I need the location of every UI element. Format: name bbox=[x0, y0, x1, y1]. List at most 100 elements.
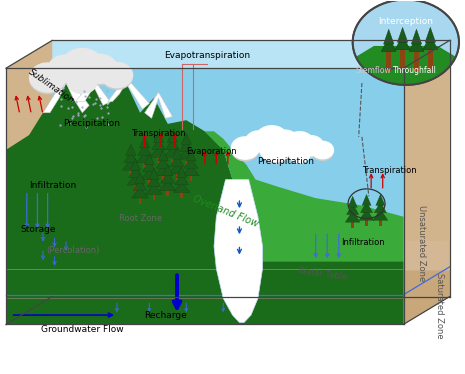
Polygon shape bbox=[178, 148, 194, 159]
Polygon shape bbox=[414, 46, 419, 72]
Polygon shape bbox=[122, 159, 139, 170]
Circle shape bbox=[62, 51, 103, 84]
Polygon shape bbox=[346, 203, 359, 215]
Polygon shape bbox=[135, 172, 145, 183]
Text: Infiltration: Infiltration bbox=[341, 238, 385, 247]
Circle shape bbox=[256, 126, 288, 152]
Circle shape bbox=[299, 138, 323, 157]
Text: Transpiration: Transpiration bbox=[362, 166, 417, 175]
Text: Unsaturated Zone: Unsaturated Zone bbox=[417, 205, 425, 281]
Circle shape bbox=[81, 54, 118, 83]
Polygon shape bbox=[184, 157, 198, 168]
Polygon shape bbox=[6, 269, 404, 324]
Polygon shape bbox=[6, 40, 52, 324]
Polygon shape bbox=[139, 196, 141, 204]
Polygon shape bbox=[6, 40, 450, 68]
Polygon shape bbox=[176, 172, 179, 180]
Polygon shape bbox=[177, 166, 187, 178]
Polygon shape bbox=[169, 163, 186, 174]
Polygon shape bbox=[143, 160, 146, 168]
Polygon shape bbox=[132, 187, 148, 198]
Circle shape bbox=[30, 63, 66, 92]
Polygon shape bbox=[6, 270, 450, 298]
Polygon shape bbox=[185, 157, 188, 165]
Circle shape bbox=[277, 138, 299, 157]
Polygon shape bbox=[172, 148, 182, 159]
Polygon shape bbox=[175, 174, 188, 185]
Circle shape bbox=[286, 138, 310, 157]
Polygon shape bbox=[141, 168, 158, 180]
Polygon shape bbox=[409, 37, 424, 52]
Polygon shape bbox=[138, 144, 152, 155]
Polygon shape bbox=[425, 27, 436, 42]
Text: Interception: Interception bbox=[379, 17, 433, 26]
Text: Infiltration: Infiltration bbox=[29, 181, 76, 190]
Polygon shape bbox=[186, 150, 196, 161]
Text: Evapotranspiration: Evapotranspiration bbox=[164, 51, 250, 60]
Text: Transpiration: Transpiration bbox=[131, 129, 186, 138]
Circle shape bbox=[232, 137, 259, 159]
Polygon shape bbox=[124, 151, 138, 163]
Circle shape bbox=[272, 132, 299, 154]
Text: Root Zone: Root Zone bbox=[119, 214, 162, 223]
Polygon shape bbox=[164, 146, 181, 157]
Circle shape bbox=[61, 49, 103, 82]
Text: Evaporation: Evaporation bbox=[186, 147, 237, 156]
Circle shape bbox=[264, 142, 289, 162]
Circle shape bbox=[260, 142, 283, 160]
Polygon shape bbox=[359, 209, 374, 220]
Polygon shape bbox=[384, 29, 394, 44]
Circle shape bbox=[312, 141, 333, 159]
Circle shape bbox=[102, 65, 132, 89]
Circle shape bbox=[264, 144, 289, 163]
Polygon shape bbox=[170, 155, 184, 166]
Polygon shape bbox=[376, 194, 385, 205]
Polygon shape bbox=[147, 176, 161, 187]
Polygon shape bbox=[162, 174, 165, 181]
Polygon shape bbox=[205, 131, 404, 261]
Polygon shape bbox=[404, 270, 450, 324]
Polygon shape bbox=[183, 165, 199, 176]
Polygon shape bbox=[6, 298, 404, 324]
Circle shape bbox=[232, 139, 259, 161]
Polygon shape bbox=[171, 155, 174, 163]
Polygon shape bbox=[404, 40, 450, 324]
Circle shape bbox=[276, 137, 299, 155]
Circle shape bbox=[48, 58, 81, 84]
Polygon shape bbox=[158, 150, 168, 161]
Polygon shape bbox=[136, 152, 153, 163]
Text: Groundwater Flow: Groundwater Flow bbox=[40, 325, 123, 334]
Polygon shape bbox=[129, 168, 132, 176]
Polygon shape bbox=[144, 154, 154, 165]
Polygon shape bbox=[351, 220, 354, 228]
Polygon shape bbox=[43, 76, 89, 113]
Polygon shape bbox=[126, 144, 136, 155]
Polygon shape bbox=[156, 157, 170, 168]
Polygon shape bbox=[133, 180, 147, 190]
Polygon shape bbox=[179, 140, 193, 151]
Circle shape bbox=[285, 132, 314, 155]
Text: Overland Flow: Overland Flow bbox=[191, 193, 260, 229]
Polygon shape bbox=[379, 218, 382, 226]
Circle shape bbox=[246, 131, 272, 152]
Polygon shape bbox=[428, 44, 432, 70]
Circle shape bbox=[246, 133, 271, 153]
Polygon shape bbox=[150, 146, 167, 157]
Circle shape bbox=[285, 134, 314, 157]
Polygon shape bbox=[6, 76, 404, 324]
Polygon shape bbox=[157, 155, 160, 163]
Polygon shape bbox=[180, 190, 183, 198]
Polygon shape bbox=[345, 211, 360, 222]
Text: Sublimation: Sublimation bbox=[27, 68, 76, 106]
Polygon shape bbox=[423, 35, 438, 50]
Polygon shape bbox=[130, 159, 140, 170]
Polygon shape bbox=[400, 44, 405, 70]
Circle shape bbox=[289, 146, 310, 163]
Polygon shape bbox=[6, 241, 450, 269]
Polygon shape bbox=[155, 165, 172, 176]
Text: Stemflow: Stemflow bbox=[356, 65, 392, 74]
Circle shape bbox=[48, 55, 82, 82]
Polygon shape bbox=[149, 168, 159, 180]
Polygon shape bbox=[148, 177, 151, 185]
Polygon shape bbox=[145, 92, 173, 118]
